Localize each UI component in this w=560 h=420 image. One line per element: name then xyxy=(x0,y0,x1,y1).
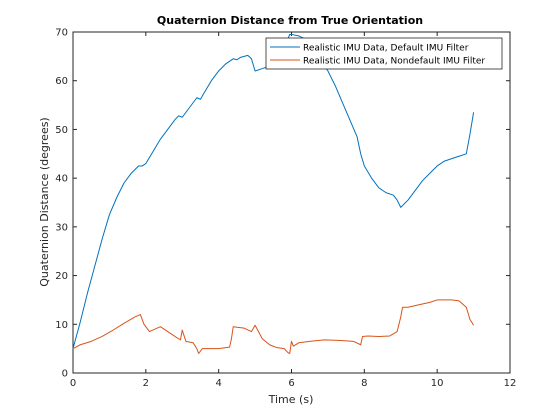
y-tick-label: 40 xyxy=(55,174,68,185)
chart-title: Quaternion Distance from True Orientatio… xyxy=(157,14,423,27)
x-axis: 0 2 4 6 8 10 12 xyxy=(70,32,517,389)
x-tick-label: 8 xyxy=(361,378,367,389)
x-tick-label: 4 xyxy=(215,378,221,389)
x-axis-title: Time (s) xyxy=(268,393,314,406)
x-tick-label: 10 xyxy=(431,378,444,389)
x-tick-label: 12 xyxy=(504,378,517,389)
plot-area xyxy=(72,31,511,374)
y-tick-label: 20 xyxy=(55,271,68,282)
series-line-nondefault-filter xyxy=(72,299,475,355)
legend: Realistic IMU Data, Default IMU Filter R… xyxy=(265,37,503,70)
y-tick-label: 60 xyxy=(55,76,68,87)
legend-label-nondefault: Realistic IMU Data, Nondefault IMU Filte… xyxy=(303,57,485,67)
x-tick-label: 6 xyxy=(288,378,294,389)
x-tick-label: 2 xyxy=(143,378,149,389)
y-axis-title: Quaternion Distance (degrees) xyxy=(38,117,51,286)
y-tick-label: 30 xyxy=(55,222,68,233)
x-tick-label: 0 xyxy=(70,378,76,389)
y-tick-label: 70 xyxy=(55,28,68,39)
y-axis: 0 10 20 30 40 50 60 70 xyxy=(55,28,510,380)
y-tick-label: 0 xyxy=(62,369,68,380)
y-tick-label: 50 xyxy=(55,125,68,136)
y-tick-label: 10 xyxy=(55,320,68,331)
legend-box xyxy=(265,37,503,70)
legend-label-default: Realistic IMU Data, Default IMU Filter xyxy=(303,44,469,54)
